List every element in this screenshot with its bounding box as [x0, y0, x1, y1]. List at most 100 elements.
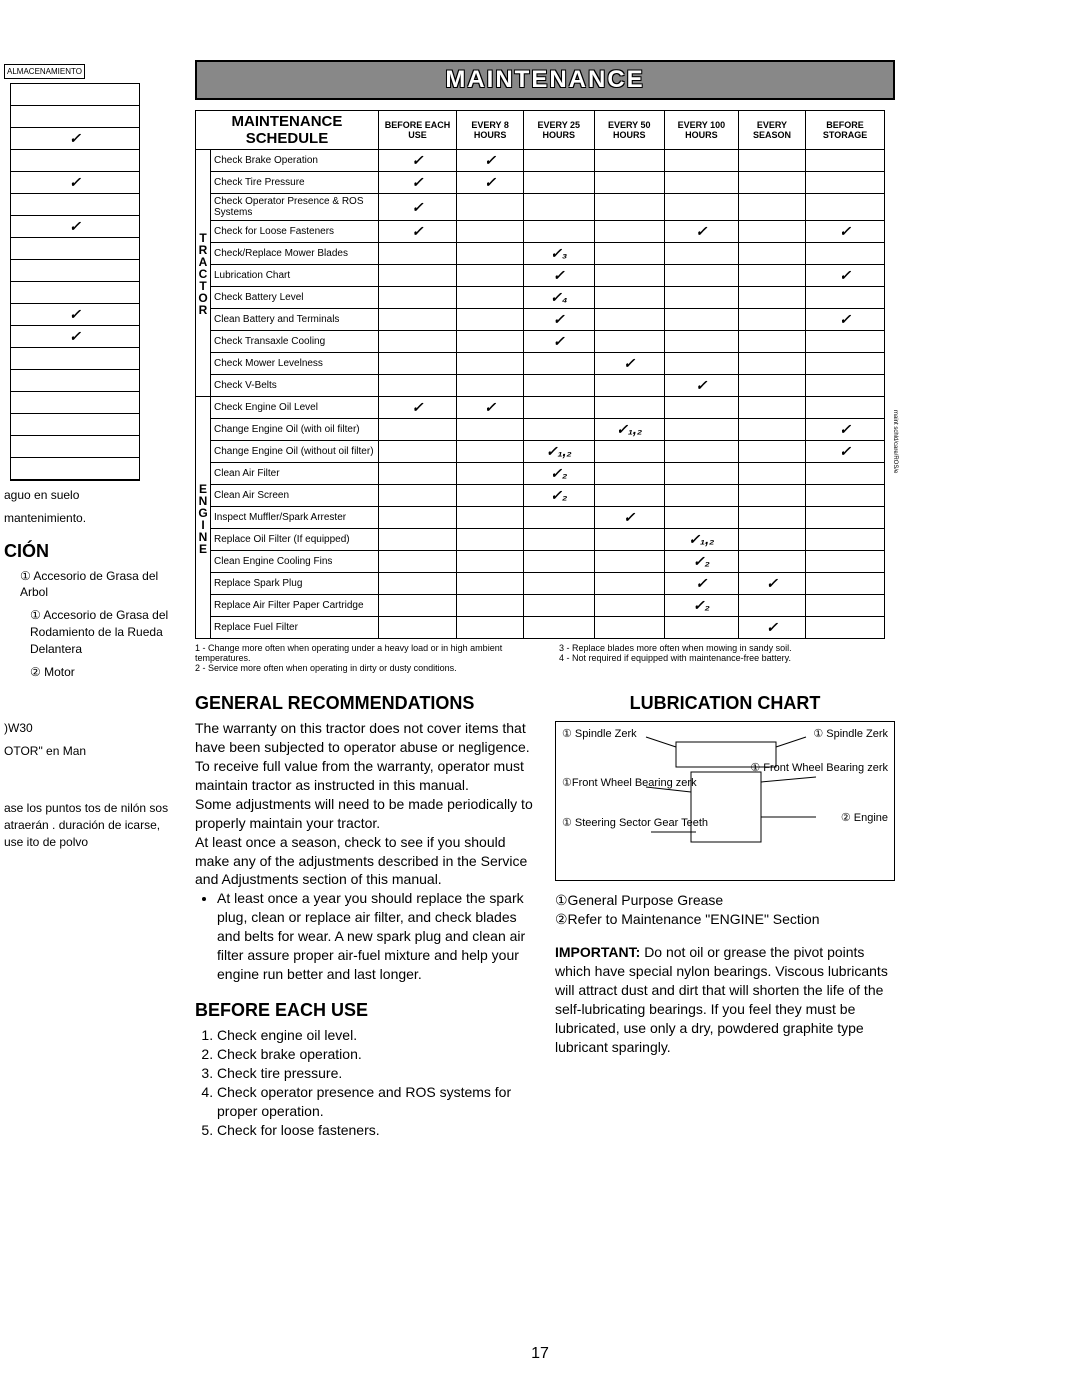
check-cell [457, 309, 524, 331]
task-cell: Replace Spark Plug [211, 573, 379, 595]
task-cell: Check Brake Operation [211, 150, 379, 172]
check-cell [806, 353, 885, 375]
check-cell [806, 194, 885, 221]
check-cell [806, 243, 885, 265]
check-cell [378, 265, 456, 287]
check-cell [594, 595, 664, 617]
check-cell [738, 375, 805, 397]
check-cell [378, 463, 456, 485]
task-cell: Inspect Muffler/Spark Arrester [211, 507, 379, 529]
frag-ase: ase los puntos tos de nilón sos atraerán… [4, 800, 180, 850]
check-cell [378, 441, 456, 463]
task-cell: Check Engine Oil Level [211, 397, 379, 419]
check-cell: ✓ [457, 397, 524, 419]
check-cell [524, 595, 594, 617]
side-cut-text: maint schld/care/ROS/e [892, 410, 898, 473]
schedule-title: MAINTENANCE SCHEDULE [196, 111, 379, 150]
task-cell: Check Mower Levelness [211, 353, 379, 375]
check-cell [457, 595, 524, 617]
check-cell: ✓₁,₂ [594, 419, 664, 441]
task-cell: Replace Oil Filter (If equipped) [211, 529, 379, 551]
check-cell [378, 375, 456, 397]
check-cell [664, 150, 738, 172]
task-cell: Check Battery Level [211, 287, 379, 309]
task-cell: Clean Air Screen [211, 485, 379, 507]
check-cell [524, 573, 594, 595]
check-cell: ✓ [664, 573, 738, 595]
check-cell [378, 309, 456, 331]
frag-cion: CIÓN [4, 541, 180, 562]
task-cell: Clean Battery and Terminals [211, 309, 379, 331]
check-cell [738, 551, 805, 573]
check-cell [806, 287, 885, 309]
check-cell [664, 397, 738, 419]
check-cell [594, 485, 664, 507]
check-cell [378, 353, 456, 375]
check-cell [524, 419, 594, 441]
frag-w30: )W30 [4, 720, 180, 737]
check-cell [524, 507, 594, 529]
check-cell [378, 485, 456, 507]
check-cell [594, 529, 664, 551]
lubrication-diagram: ① Spindle Zerk ① Spindle Zerk ①Front Whe… [555, 721, 895, 881]
page-number: 17 [0, 1345, 1080, 1363]
check-cell [738, 463, 805, 485]
check-cell [378, 595, 456, 617]
check-cell: ✓ [378, 221, 456, 243]
check-cell: ✓ [524, 331, 594, 353]
check-cell [664, 172, 738, 194]
task-cell: Check Operator Presence & ROS Systems [211, 194, 379, 221]
check-cell [806, 529, 885, 551]
beu-4: Check operator presence and ROS systems … [217, 1083, 535, 1121]
check-cell [806, 595, 885, 617]
check-cell [664, 353, 738, 375]
check-cell [738, 221, 805, 243]
check-cell [806, 551, 885, 573]
check-cell [738, 397, 805, 419]
check-cell: ✓₂ [664, 551, 738, 573]
check-cell [457, 419, 524, 441]
check-cell [457, 485, 524, 507]
left-page-fragment: ALMACENAMIENTO ✓ ✓ ✓ ✓✓ aguo en suelo ma… [0, 60, 180, 850]
fn-left: 1 - Change more often when operating und… [195, 643, 531, 673]
general-title: GENERAL RECOMMENDATIONS [195, 691, 535, 715]
check-cell [457, 529, 524, 551]
col-0: BEFORE EACH USE [378, 111, 456, 150]
check-cell [594, 573, 664, 595]
col-4: EVERY 100 HOURS [664, 111, 738, 150]
frag-motor: ② Motor [30, 664, 180, 681]
check-cell [457, 463, 524, 485]
check-cell: ✓ [594, 507, 664, 529]
check-cell [664, 243, 738, 265]
check-cell [524, 221, 594, 243]
check-cell [524, 397, 594, 419]
check-cell: ✓ [806, 265, 885, 287]
group-label: ENGINE [196, 397, 211, 639]
check-cell [738, 172, 805, 194]
check-cell: ✓₂ [524, 463, 594, 485]
check-cell: ✓ [378, 172, 456, 194]
task-cell: Change Engine Oil (without oil filter) [211, 441, 379, 463]
check-cell: ✓ [524, 265, 594, 287]
task-cell: Replace Fuel Filter [211, 617, 379, 639]
col-6: BEFORE STORAGE [806, 111, 885, 150]
check-cell [524, 375, 594, 397]
beu-2: Check brake operation. [217, 1045, 535, 1064]
check-cell [738, 265, 805, 287]
check-cell [457, 243, 524, 265]
check-cell [738, 353, 805, 375]
check-cell [594, 617, 664, 639]
check-cell [457, 194, 524, 221]
task-cell: Clean Engine Cooling Fins [211, 551, 379, 573]
beu-5: Check for loose fasteners. [217, 1121, 535, 1140]
check-cell [738, 194, 805, 221]
check-cell [738, 507, 805, 529]
check-cell [524, 617, 594, 639]
check-cell: ✓₂ [664, 595, 738, 617]
frag-mant: mantenimiento. [4, 510, 180, 527]
check-cell [806, 617, 885, 639]
check-cell [664, 331, 738, 353]
check-cell [594, 172, 664, 194]
task-cell: Clean Air Filter [211, 463, 379, 485]
check-cell: ✓ [806, 309, 885, 331]
